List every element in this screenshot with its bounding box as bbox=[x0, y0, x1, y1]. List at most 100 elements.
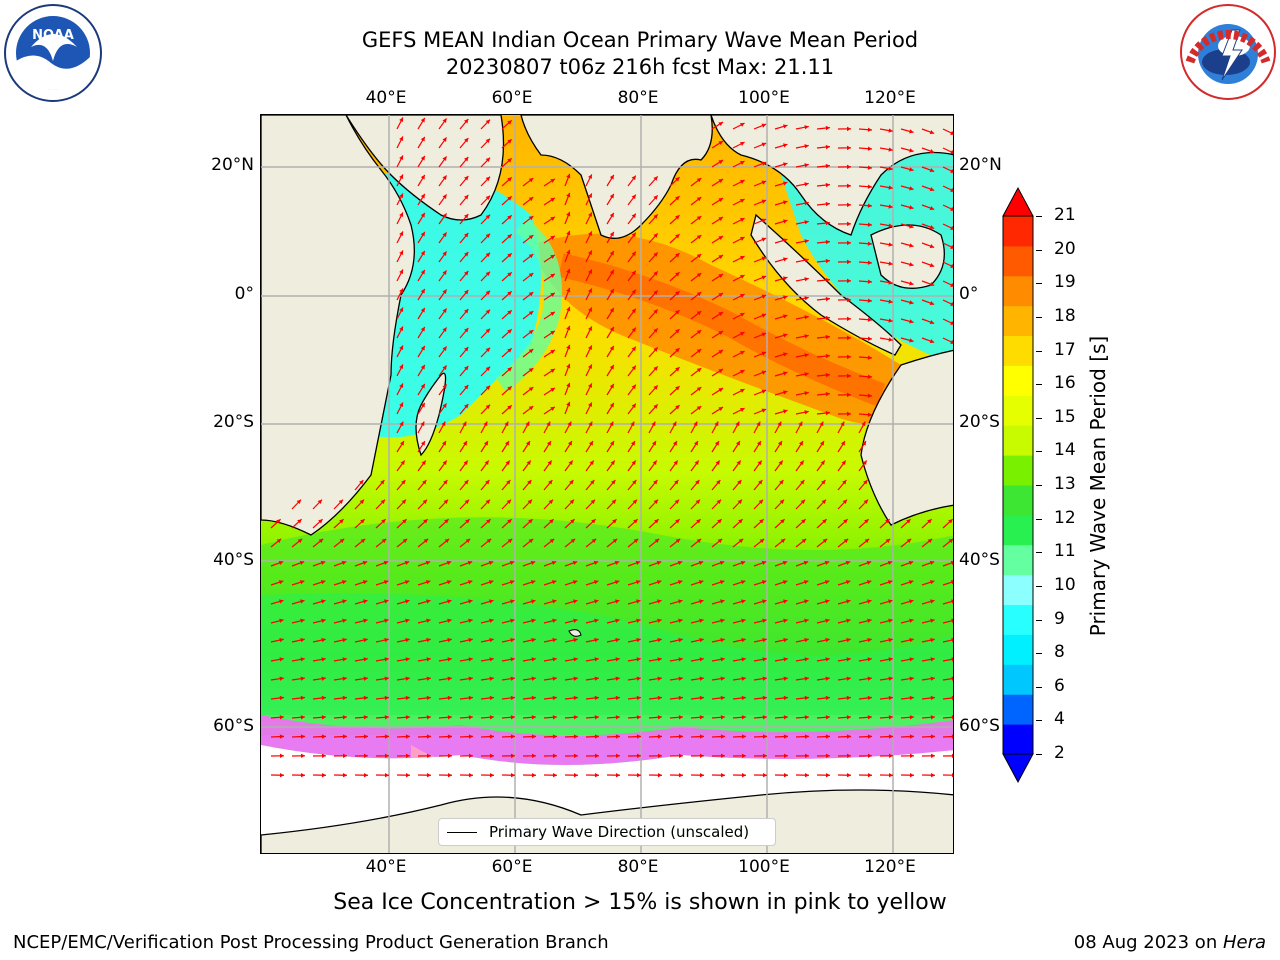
wave-arrow-head bbox=[843, 538, 849, 544]
wave-arrow-head bbox=[930, 657, 935, 662]
wave-arrow-head bbox=[573, 695, 578, 701]
wave-arrow-head bbox=[761, 256, 767, 261]
wave-arrow-head bbox=[530, 560, 536, 566]
wave-arrow-head bbox=[696, 178, 702, 183]
footer-machine: Hera bbox=[1222, 932, 1266, 953]
wave-arrow-head bbox=[468, 599, 473, 604]
colorbar-segment bbox=[1003, 365, 1033, 396]
wave-arrow-head bbox=[610, 460, 615, 466]
wave-arrow-head bbox=[761, 560, 767, 566]
wave-arrow-head bbox=[675, 367, 680, 372]
wave-arrow-head bbox=[612, 538, 618, 544]
wave-arrow-head bbox=[950, 225, 953, 230]
wave-arrow-head bbox=[783, 352, 788, 357]
wave-arrow-head bbox=[741, 599, 746, 604]
madagascar-land bbox=[415, 372, 447, 457]
colorbar-extend-under bbox=[1002, 753, 1034, 784]
colorbar-tick-label: 15 bbox=[1054, 406, 1076, 427]
wave-arrow-head bbox=[672, 441, 677, 446]
wave-arrow-head bbox=[718, 236, 723, 241]
wave-arrow-head bbox=[488, 580, 494, 585]
wave-arrow-head bbox=[551, 580, 557, 585]
wave-arrow-head bbox=[384, 772, 389, 778]
wave-arrow-head bbox=[740, 580, 746, 585]
wave-arrow-head bbox=[588, 421, 593, 427]
wave-arrow-head bbox=[718, 217, 723, 222]
wave-arrow-head bbox=[339, 519, 344, 524]
wave-arrow-head bbox=[399, 345, 404, 351]
wave-arrow-head bbox=[566, 401, 571, 407]
wave-arrow-head bbox=[550, 311, 555, 316]
wave-arrow-head bbox=[300, 618, 305, 623]
wave-arrow-head bbox=[464, 480, 469, 485]
wave-arrow-head bbox=[720, 715, 725, 720]
wave-arrow-head bbox=[888, 657, 893, 662]
wave-arrow-head bbox=[678, 772, 683, 778]
wave-arrow-head bbox=[468, 676, 473, 681]
wave-arrow-head bbox=[866, 580, 872, 585]
wave-arrow-head bbox=[504, 441, 509, 446]
wave-arrow-head bbox=[846, 278, 851, 284]
wave-arrow-head bbox=[718, 160, 723, 165]
wave-arrow-head bbox=[657, 599, 662, 604]
wave-arrow-head bbox=[783, 772, 788, 778]
colorbar-tick-label: 12 bbox=[1054, 507, 1076, 528]
wave-arrow-head bbox=[363, 657, 368, 662]
wave-arrow-head bbox=[405, 734, 410, 739]
wave-arrow-head bbox=[718, 407, 723, 412]
wave-arrow-head bbox=[468, 695, 473, 701]
wave-arrow-head bbox=[486, 538, 492, 544]
wave-arrow-head bbox=[339, 538, 345, 544]
wave-arrow-head bbox=[468, 734, 473, 739]
wave-arrow-head bbox=[653, 328, 658, 333]
colorbar-segment bbox=[1003, 455, 1033, 486]
wave-arrow-head bbox=[714, 421, 719, 427]
wave-arrow-head bbox=[588, 250, 592, 255]
wave-arrow-head bbox=[573, 772, 578, 778]
wave-arrow-head bbox=[588, 364, 592, 369]
wave-arrow-head bbox=[824, 580, 830, 585]
wave-arrow-head bbox=[321, 618, 326, 623]
wave-arrow-head bbox=[798, 421, 803, 427]
nws-logo bbox=[1180, 4, 1276, 100]
wave-arrow-head bbox=[720, 618, 725, 623]
wave-arrow-head bbox=[447, 657, 452, 662]
wave-arrow-head bbox=[468, 637, 473, 643]
wave-arrow-head bbox=[426, 715, 431, 720]
wave-arrow-head bbox=[675, 215, 680, 220]
lon-label-top-120e: 120°E bbox=[864, 88, 916, 108]
wave-arrow-head bbox=[384, 618, 389, 623]
wave-arrow-head bbox=[822, 519, 827, 524]
wave-arrow-head bbox=[446, 560, 452, 566]
wave-arrow-head bbox=[909, 300, 914, 305]
wave-arrow-head bbox=[846, 637, 851, 643]
wave-arrow-head bbox=[888, 599, 893, 604]
wave-arrow-head bbox=[399, 441, 404, 446]
wave-arrow-head bbox=[566, 325, 571, 331]
wave-arrow-head bbox=[509, 580, 515, 585]
wave-arrow-head bbox=[401, 499, 406, 505]
wave-arrow-head bbox=[782, 560, 788, 566]
wave-arrow-head bbox=[422, 480, 427, 485]
wave-arrow-head bbox=[846, 164, 851, 170]
wave-arrow-head bbox=[384, 676, 389, 681]
wave-arrow-head bbox=[825, 258, 830, 264]
wave-arrow-head bbox=[845, 580, 851, 585]
colorbar-tick-label: 11 bbox=[1054, 541, 1076, 562]
wave-arrow-head bbox=[693, 421, 698, 427]
wave-arrow-head bbox=[363, 637, 368, 643]
wave-arrow-head bbox=[908, 580, 914, 585]
wave-arrow-head bbox=[530, 580, 536, 585]
wave-arrow-head bbox=[950, 244, 953, 249]
wave-arrow-head bbox=[528, 273, 534, 278]
wave-arrow-head bbox=[801, 538, 807, 544]
wave-arrow bbox=[942, 716, 953, 719]
wave-arrow-head bbox=[951, 676, 953, 681]
wave-arrow-head bbox=[695, 499, 700, 505]
wave-arrow-head bbox=[740, 407, 745, 412]
wave-arrow-head bbox=[846, 240, 851, 246]
wave-arrow-head bbox=[405, 618, 410, 623]
wave-arrow-head bbox=[653, 499, 658, 505]
wave-arrow-head bbox=[573, 618, 578, 623]
wave-arrow-head bbox=[696, 519, 701, 524]
